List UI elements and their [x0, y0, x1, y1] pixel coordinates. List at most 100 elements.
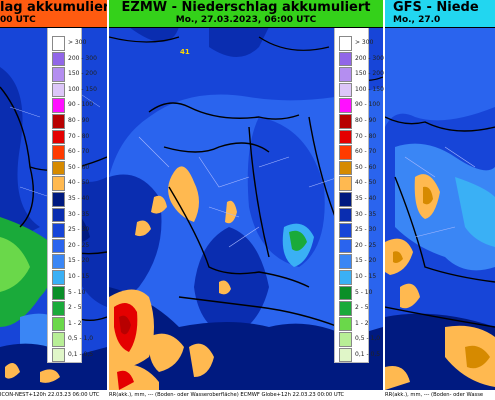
legend-label: 2 - 5 — [355, 304, 369, 312]
legend-label: 0,5 - 1,0 — [355, 335, 381, 343]
legend-swatch — [339, 145, 352, 160]
legend-item: 0,1 - 0,5 — [335, 346, 380, 363]
legend-label: 5 - 10 — [355, 288, 373, 296]
precipitation-map — [385, 27, 495, 390]
legend-label: 40 - 50 — [355, 179, 377, 187]
legend-swatch — [339, 36, 352, 51]
legend-swatch — [339, 223, 352, 238]
panel-title: EZMW - Niederschlag akkumuliert — [121, 0, 371, 15]
panel-divider — [107, 0, 109, 400]
legend-swatch — [52, 332, 65, 347]
legend-label: 30 - 35 — [68, 210, 90, 218]
max-value-label: 41 — [180, 48, 190, 56]
legend-item: 150 - 200 — [48, 66, 97, 82]
legend-label: 10 - 15 — [68, 272, 90, 280]
legend-item: 90 - 100 — [48, 97, 93, 113]
legend-swatch — [52, 223, 65, 238]
legend-label: 35 - 40 — [68, 194, 90, 202]
legend-label: 80 - 90 — [68, 116, 90, 124]
legend-swatch — [339, 160, 352, 176]
legend-label: 15 - 20 — [68, 257, 90, 265]
map-footer: ICON-NEST+120h 22.03.23 06:00 UTC — [0, 390, 107, 400]
legend-label: 80 - 90 — [355, 116, 377, 124]
legend-label: 200 - 300 — [68, 54, 97, 62]
panel-divider — [383, 0, 385, 400]
legend-item: > 300 — [335, 35, 373, 51]
legend-item: 35 - 40 — [48, 190, 89, 207]
legend-label: 40 - 50 — [68, 179, 90, 187]
legend-item: 60 - 70 — [335, 144, 376, 160]
legend-item: 70 - 80 — [48, 128, 89, 145]
legend-item: 25 - 30 — [335, 222, 376, 238]
legend-item: 200 - 300 — [335, 50, 384, 67]
panel-subtitle: 00 UTC — [0, 15, 36, 25]
legend-label: 70 - 80 — [355, 132, 377, 140]
legend-item: 5 - 10 — [48, 284, 85, 301]
legend-swatch — [52, 98, 65, 113]
legend-label: 200 - 300 — [355, 54, 384, 62]
legend-swatch — [52, 347, 65, 363]
legend-item: 15 - 20 — [335, 253, 376, 269]
legend-label: 10 - 15 — [355, 272, 377, 280]
legend-label: 150 - 200 — [68, 70, 97, 78]
legend-swatch — [339, 67, 352, 82]
legend-label: 25 - 30 — [68, 226, 90, 234]
legend-swatch — [52, 129, 65, 145]
legend-swatch — [52, 238, 65, 254]
legend-swatch — [339, 113, 352, 129]
legend-label: 50 - 60 — [68, 163, 90, 171]
legend-label: 60 - 70 — [68, 148, 90, 156]
legend-label: > 300 — [68, 39, 87, 46]
panel-header: lag akkumuliert 00 UTC — [0, 0, 107, 28]
legend-item: 50 - 60 — [335, 159, 376, 176]
legend-item: 10 - 15 — [48, 268, 89, 285]
map-footer: RR(akk.), mm, --- (Boden- oder Wasserobe… — [109, 390, 383, 400]
legend-swatch — [52, 207, 65, 223]
legend-label: 90 - 100 — [68, 101, 94, 109]
legend-label: 15 - 20 — [355, 257, 377, 265]
legend-item: 150 - 200 — [335, 66, 384, 82]
legend-swatch — [339, 316, 352, 332]
legend-label: 100 - 150 — [68, 85, 97, 93]
legend-swatch — [52, 254, 65, 269]
legend-item: 5 - 10 — [335, 284, 372, 301]
legend-swatch — [339, 82, 352, 98]
legend-swatch — [52, 301, 65, 316]
legend-label: 20 - 25 — [355, 241, 377, 249]
panel-header: EZMW - Niederschlag akkumuliert Mo., 27.… — [109, 0, 383, 28]
legend-item: 25 - 30 — [48, 222, 89, 238]
legend-label: 90 - 100 — [355, 101, 381, 109]
legend-item: 200 - 300 — [48, 50, 97, 67]
legend-label: 100 - 150 — [355, 85, 384, 93]
legend-item: > 300 — [48, 35, 86, 51]
legend-item: 70 - 80 — [335, 128, 376, 145]
legend-swatch — [339, 98, 352, 113]
legend-swatch — [339, 347, 352, 363]
legend-label: 20 - 25 — [68, 241, 90, 249]
legend-swatch — [339, 191, 352, 207]
legend-swatch — [339, 254, 352, 269]
precipitation-map — [109, 27, 383, 390]
legend-label: 25 - 30 — [355, 226, 377, 234]
legend-label: 60 - 70 — [355, 148, 377, 156]
legend-swatch — [52, 191, 65, 207]
legend-label: 30 - 35 — [355, 210, 377, 218]
legend-item: 20 - 25 — [48, 237, 89, 254]
legend-label: 150 - 200 — [355, 70, 384, 78]
legend-swatch — [52, 176, 65, 191]
legend-swatch — [52, 285, 65, 301]
legend-swatch — [339, 238, 352, 254]
legend-swatch — [52, 82, 65, 98]
panel-title: GFS - Niede — [393, 0, 479, 15]
panel-subtitle: Mo., 27.03.2023, 06:00 UTC — [175, 15, 317, 25]
legend-swatch — [52, 67, 65, 82]
legend-swatch — [52, 316, 65, 332]
legend-swatch — [339, 176, 352, 191]
legend-swatch — [52, 51, 65, 67]
legend-item: 35 - 40 — [335, 190, 376, 207]
legend-label: 0,1 - 0,5 — [68, 350, 94, 358]
legend-label: 35 - 40 — [355, 194, 377, 202]
legend-label: 2 - 5 — [68, 304, 82, 312]
legend-swatch — [52, 160, 65, 176]
legend-label: 70 - 80 — [68, 132, 90, 140]
